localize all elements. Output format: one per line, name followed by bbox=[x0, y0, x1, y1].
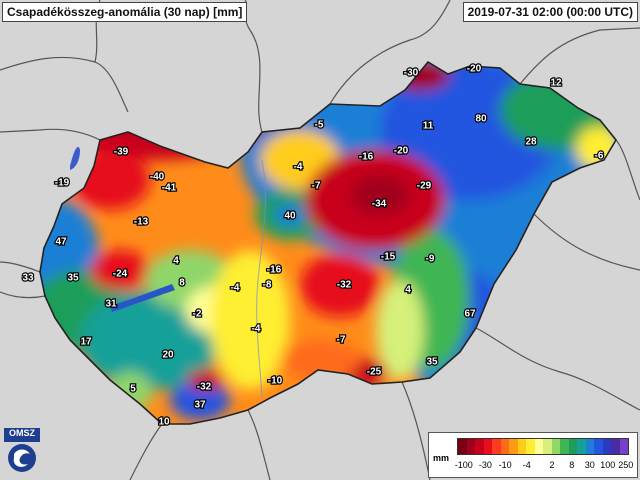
legend-tick: 30 bbox=[584, 460, 595, 470]
legend-tick: 8 bbox=[569, 460, 575, 470]
value-label: 35 bbox=[426, 357, 438, 368]
legend-color-bar bbox=[457, 438, 629, 455]
value-label: -4 bbox=[231, 283, 240, 294]
value-label: -6 bbox=[595, 151, 604, 162]
value-label: -15 bbox=[381, 252, 396, 263]
value-label: -39 bbox=[114, 147, 129, 158]
value-label: 4 bbox=[173, 256, 179, 267]
value-label: 37 bbox=[194, 400, 206, 411]
value-label: -10 bbox=[268, 376, 283, 387]
legend-swatch bbox=[594, 439, 603, 454]
legend-swatch bbox=[534, 439, 543, 454]
value-label: -20 bbox=[467, 64, 482, 75]
value-label: 35 bbox=[67, 273, 79, 284]
legend-swatch bbox=[560, 439, 569, 454]
omsz-logo: OMSZ bbox=[4, 428, 40, 474]
legend-swatch bbox=[500, 439, 509, 454]
legend-swatch bbox=[577, 439, 586, 454]
legend-swatch bbox=[526, 439, 535, 454]
value-label: -25 bbox=[367, 367, 382, 378]
value-label: -5 bbox=[315, 120, 324, 131]
value-label: -41 bbox=[162, 183, 177, 194]
map-timestamp: 2019-07-31 02:00 (00:00 UTC) bbox=[462, 2, 638, 22]
value-label: -7 bbox=[337, 335, 346, 346]
value-label: 5 bbox=[130, 384, 136, 395]
legend-swatch bbox=[466, 439, 475, 454]
value-label: -16 bbox=[267, 265, 282, 276]
legend-swatch bbox=[492, 439, 501, 454]
value-label: 40 bbox=[284, 211, 296, 222]
value-label: 4 bbox=[405, 285, 411, 296]
value-label: -4 bbox=[294, 162, 303, 173]
danube-river bbox=[256, 159, 266, 399]
omsz-emblem-icon bbox=[4, 428, 40, 472]
legend-tick: -10 bbox=[498, 460, 512, 470]
value-label: -13 bbox=[134, 217, 149, 228]
value-label: -30 bbox=[404, 68, 419, 79]
legend-swatch bbox=[619, 439, 628, 454]
value-label: 17 bbox=[80, 337, 92, 348]
value-label: -29 bbox=[417, 181, 432, 192]
legend-tick: 100 bbox=[600, 460, 616, 470]
legend-swatch bbox=[543, 439, 552, 454]
value-label: 20 bbox=[162, 350, 174, 361]
legend-swatch bbox=[509, 439, 518, 454]
value-label: 8 bbox=[179, 278, 185, 289]
value-label: 12 bbox=[550, 78, 562, 89]
legend-swatch bbox=[602, 439, 611, 454]
value-label: -16 bbox=[359, 152, 374, 163]
station-values: -30 -20 12 -19 -39 -40 -41 -5 -16 -20 11… bbox=[21, 62, 605, 428]
map-title: Csapadékösszeg-anomália (30 nap) [mm] bbox=[2, 2, 248, 22]
value-label: 31 bbox=[105, 299, 117, 310]
value-label: -24 bbox=[113, 269, 128, 280]
legend-swatch bbox=[551, 439, 560, 454]
value-label: -40 bbox=[150, 172, 165, 183]
color-legend: mm -100 -30 -10 -4 2 8 30 100 250 bbox=[428, 432, 638, 478]
lake-balaton bbox=[110, 284, 175, 312]
legend-swatch bbox=[568, 439, 577, 454]
value-label: 11 bbox=[423, 121, 434, 132]
legend-tick: 250 bbox=[618, 460, 634, 470]
value-label: -7 bbox=[312, 181, 321, 192]
legend-swatch bbox=[475, 439, 484, 454]
value-label: 28 bbox=[525, 137, 537, 148]
value-label: -9 bbox=[426, 254, 435, 265]
value-label: -32 bbox=[337, 280, 352, 291]
legend-swatch bbox=[458, 439, 467, 454]
lake-neusiedl bbox=[70, 146, 80, 170]
legend-unit: mm bbox=[433, 453, 450, 463]
value-label: 10 bbox=[158, 417, 170, 428]
value-label: -4 bbox=[252, 324, 261, 335]
value-label: -2 bbox=[193, 309, 202, 320]
legend-swatch bbox=[611, 439, 620, 454]
value-label: 67 bbox=[464, 309, 476, 320]
value-label: 33 bbox=[22, 273, 34, 284]
legend-swatch bbox=[585, 439, 594, 454]
legend-swatch bbox=[517, 439, 526, 454]
value-label: 80 bbox=[475, 114, 487, 125]
value-label: -19 bbox=[55, 178, 70, 189]
legend-tick: -30 bbox=[478, 460, 492, 470]
logo-text: OMSZ bbox=[9, 428, 35, 438]
value-label: 47 bbox=[55, 237, 67, 248]
value-label: -8 bbox=[263, 280, 272, 291]
legend-tick: -100 bbox=[454, 460, 473, 470]
legend-tick: -4 bbox=[522, 460, 531, 470]
legend-ticks: -100 -30 -10 -4 2 8 30 100 250 bbox=[453, 460, 634, 472]
hungary-border bbox=[39, 60, 617, 425]
value-label: -34 bbox=[372, 199, 387, 210]
value-label: -20 bbox=[394, 146, 409, 157]
legend-tick: 2 bbox=[549, 460, 555, 470]
value-label: -32 bbox=[197, 382, 212, 393]
legend-swatch bbox=[483, 439, 492, 454]
